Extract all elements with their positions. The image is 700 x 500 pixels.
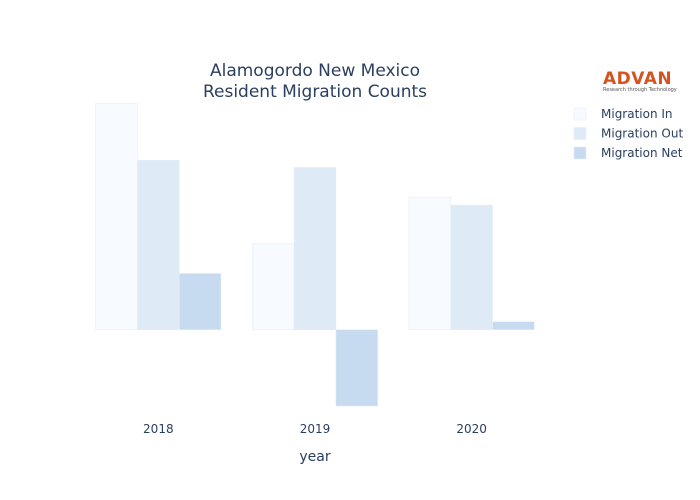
- logo-tagline: Research through Technology: [603, 87, 677, 93]
- bar-migration-net-2018: [178, 273, 222, 330]
- chart-title-line-2: Resident Migration Counts: [203, 82, 427, 102]
- bars-group: [95, 102, 535, 407]
- x-axis-title: year: [299, 449, 330, 465]
- bar-migration-out-2019: [293, 167, 337, 330]
- legend: Migration In Migration Out Migration Net: [573, 107, 683, 160]
- x-tick-labels: 2018 2019 2020: [143, 422, 487, 436]
- legend-swatch-migration-in[interactable]: [573, 107, 587, 121]
- legend-label-migration-out[interactable]: Migration Out: [601, 127, 683, 141]
- bar-migration-net-2020: [492, 321, 535, 330]
- bar-migration-net-2019: [335, 329, 378, 407]
- legend-label-migration-in[interactable]: Migration In: [601, 107, 673, 121]
- bar-migration-in-2020: [408, 196, 452, 330]
- logo-text: ADVAN: [603, 69, 672, 89]
- x-tick-2019: 2019: [300, 422, 331, 436]
- bar-migration-in-2019: [252, 243, 295, 330]
- x-tick-2018: 2018: [143, 422, 174, 436]
- chart-title-line-1: Alamogordo New Mexico: [210, 61, 420, 81]
- bar-migration-out-2020: [450, 204, 493, 330]
- bar-migration-out-2018: [137, 159, 180, 330]
- bar-migration-in-2018: [95, 102, 138, 330]
- legend-label-migration-net[interactable]: Migration Net: [601, 146, 683, 160]
- legend-swatch-migration-out[interactable]: [573, 127, 587, 140]
- advan-logo: ADVAN Research through Technology: [603, 69, 677, 93]
- legend-swatch-migration-net[interactable]: [573, 146, 587, 160]
- x-tick-2020: 2020: [456, 422, 487, 436]
